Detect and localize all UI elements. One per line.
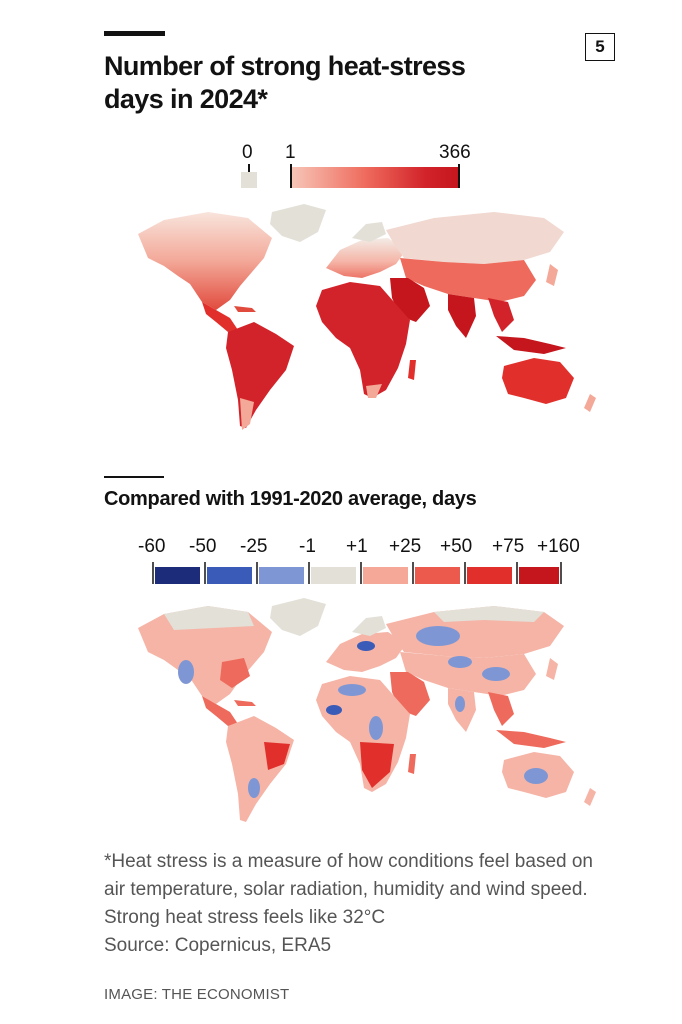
- europe: [326, 238, 406, 278]
- source-line: Source: Copernicus, ERA5: [104, 935, 332, 956]
- chart-title: Number of strong heat-stress days in 202…: [104, 50, 534, 116]
- greenland: [270, 598, 326, 636]
- madagascar: [408, 360, 416, 380]
- footnote-line-1: *Heat stress is a measure of how conditi…: [104, 851, 593, 872]
- greenland: [270, 204, 326, 242]
- footnote: *Heat stress is a measure of how conditi…: [104, 848, 644, 960]
- legend2-swatch-plus-1: [363, 567, 408, 584]
- asia-middle: [400, 258, 536, 302]
- legend2-swatch-plus-75: [519, 567, 559, 584]
- south-america-south: [240, 398, 254, 430]
- legend2-label-plus-160: +160: [537, 536, 580, 557]
- legend2-swatch-minus-50: [207, 567, 252, 584]
- legend1-gradient-bar: [291, 167, 459, 188]
- legend2-swatch-minus-60: [155, 567, 200, 584]
- cool-patch-china: [482, 667, 510, 681]
- japan: [546, 658, 558, 680]
- footnote-line-2: air temperature, solar radiation, humidi…: [104, 879, 588, 900]
- india: [448, 294, 476, 338]
- south-america: [226, 716, 294, 822]
- new-zealand: [584, 394, 596, 412]
- legend2-label-minus-60: -60: [138, 536, 166, 557]
- scandinavia: [352, 222, 386, 242]
- legend1-min-tick: [290, 164, 292, 188]
- central-america: [202, 696, 238, 726]
- image-credit: IMAGE: THE ECONOMIST: [104, 986, 290, 1003]
- legend2-label-minus-1: -1: [299, 536, 316, 557]
- cool-patch-south-america: [248, 778, 260, 798]
- scandinavia: [352, 616, 386, 636]
- new-zealand: [584, 788, 596, 806]
- heat-stress-change-map: [138, 598, 596, 822]
- legend2-label-plus-50: +50: [440, 536, 473, 557]
- cool-patch-australia: [524, 768, 548, 784]
- cool-patch-eastern-europe: [357, 641, 375, 651]
- cool-patch-sahara: [338, 684, 366, 696]
- russia-north: [434, 606, 544, 622]
- chart-subtitle: Compared with 1991-2020 average, days: [104, 488, 477, 510]
- legend2-swatch-minus-25: [259, 567, 304, 584]
- indonesia: [496, 730, 566, 748]
- caribbean: [234, 306, 256, 312]
- legend2-ticks: [152, 562, 562, 584]
- legend2-swatch-plus-50: [467, 567, 512, 584]
- legend2-label-minus-50: -50: [189, 536, 217, 557]
- map2-landmasses: [138, 598, 596, 822]
- legend2-label-minus-25: -25: [240, 536, 268, 557]
- legend1-zero-label: 0: [242, 142, 253, 163]
- cool-patch-central-africa: [369, 716, 383, 740]
- section-rule: [104, 476, 164, 478]
- indonesia: [496, 336, 566, 354]
- australia: [502, 358, 574, 404]
- legend1-zero-swatch: [241, 172, 257, 188]
- asia-middle: [400, 652, 536, 696]
- cool-patch-kazakhstan: [448, 656, 472, 668]
- legend2-swatch-plus-25: [415, 567, 460, 584]
- cool-patch-west-africa: [326, 705, 342, 715]
- north-america-east: [220, 658, 250, 688]
- caribbean: [234, 700, 256, 706]
- legend1-min-label: 1: [285, 142, 296, 163]
- legend2-label-plus-1: +1: [346, 536, 368, 557]
- legend1-max-label: 366: [439, 142, 471, 163]
- japan: [546, 264, 558, 286]
- southeast-asia: [488, 298, 514, 332]
- legend2-swatch-neutral: [311, 567, 356, 584]
- africa-south: [360, 742, 394, 788]
- cool-patch-india: [455, 696, 465, 712]
- south-america-east: [264, 742, 290, 770]
- africa: [316, 282, 410, 398]
- footnote-line-3: Strong heat stress feels like 32°C: [104, 907, 386, 928]
- madagascar: [408, 754, 416, 774]
- cool-patch-russia: [416, 626, 460, 646]
- north-america: [138, 212, 272, 310]
- map2-cooler-patches: [178, 626, 548, 798]
- north-america-north: [164, 606, 254, 630]
- europe: [326, 632, 406, 672]
- legend2-label-plus-25: +25: [389, 536, 422, 557]
- legend1-max-tick: [458, 164, 460, 188]
- legend1-zero-tick: [248, 164, 250, 172]
- south-america: [226, 322, 294, 428]
- southeast-asia: [488, 692, 514, 726]
- cool-patch-north-america: [178, 660, 194, 684]
- chart-number-badge: 5: [585, 33, 615, 61]
- map1-landmasses: [138, 204, 596, 430]
- russia-asia: [386, 212, 564, 264]
- legend2-color-bar: [152, 562, 562, 584]
- top-rule: [104, 31, 165, 36]
- africa-south-tip: [366, 384, 382, 398]
- central-america: [202, 302, 238, 332]
- chart-title-line-1: Number of strong heat-stress: [104, 51, 466, 81]
- legend2-label-plus-75: +75: [492, 536, 525, 557]
- heat-stress-days-map: [138, 204, 596, 430]
- chart-title-line-2: days in 2024*: [104, 84, 268, 114]
